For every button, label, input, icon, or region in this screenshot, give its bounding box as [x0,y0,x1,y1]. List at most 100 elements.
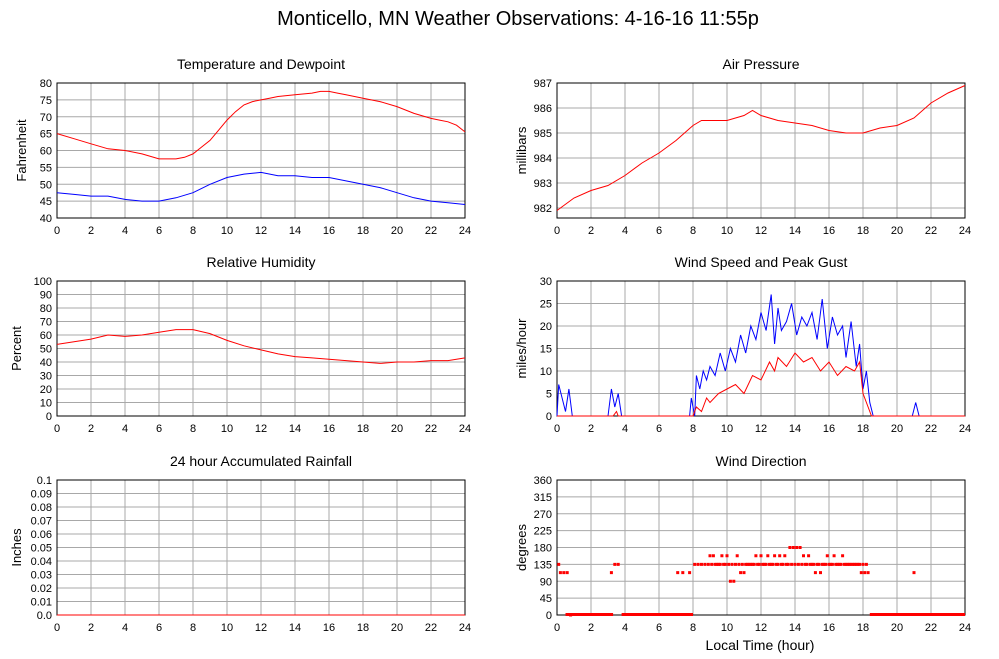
data-point [822,562,826,566]
y-tick-label: 55 [40,162,52,174]
data-point [706,562,710,566]
y-tick-label: 0.08 [31,502,52,514]
data-point [774,562,778,566]
data-point [819,571,822,575]
data-point [783,554,787,558]
chart-title: Relative Humidity [207,254,316,270]
y-tick-label: 10 [540,366,552,378]
x-tick-label: 0 [54,622,60,634]
y-tick-label: 0.0 [37,610,52,622]
x-tick-label: 24 [959,622,971,634]
data-point [722,562,726,566]
data-point [842,562,846,566]
data-point [737,562,741,566]
x-tick-label: 12 [255,622,267,634]
x-tick-label: 10 [221,423,233,435]
y-tick-label: 20 [40,384,52,396]
data-point [795,546,799,549]
y-tick-label: 360 [534,475,552,487]
data-point [747,562,751,566]
x-tick-label: 0 [54,225,60,237]
x-tick-label: 14 [789,225,801,237]
y-tick-label: 25 [540,299,552,311]
data-point [836,562,839,566]
data-point [773,554,777,558]
series-line-red [556,85,966,211]
y-axis-label: millibars [514,126,529,174]
series-line-red [56,90,466,160]
x-tick-label: 6 [656,423,662,435]
x-tick-label: 8 [190,225,196,237]
y-tick-label: 60 [40,330,52,342]
x-tick-label: 0 [554,622,560,634]
x-tick-label: 8 [190,622,196,634]
x-tick-label: 14 [289,225,301,237]
y-tick-label: 40 [40,213,52,225]
data-point [720,554,724,558]
data-point [844,562,848,566]
x-tick-label: 8 [690,622,696,634]
data-point [824,562,828,566]
y-tick-label: 0.03 [31,570,52,582]
x-tick-label: 18 [857,225,869,237]
x-tick-label: 16 [323,423,335,435]
x-tick-label: 18 [357,622,369,634]
data-point [813,571,817,575]
data-point [676,571,680,575]
data-point [858,562,862,566]
x-tick-label: 12 [755,225,767,237]
y-tick-label: 986 [534,103,552,115]
data-point [825,554,829,558]
y-axis-label: Percent [9,326,24,371]
series-line-blue [56,171,466,205]
y-tick-label: 987 [534,78,552,90]
y-tick-label: 20 [540,321,552,333]
y-tick-label: 50 [40,179,52,191]
y-tick-label: 15 [540,344,552,356]
x-tick-label: 22 [925,423,937,435]
x-tick-label: 6 [156,423,162,435]
data-point [609,571,613,575]
data-point [832,554,836,558]
data-point [688,571,692,575]
data-point [827,562,831,566]
x-tick-label: 24 [459,622,471,634]
data-point [912,571,916,575]
y-tick-label: 135 [534,559,552,571]
x-tick-label: 18 [357,423,369,435]
data-point [815,562,819,566]
y-axis-label: degrees [514,524,529,571]
data-point [810,562,814,566]
x-tick-label: 24 [459,423,471,435]
x-tick-label: 8 [690,225,696,237]
data-point [739,571,743,575]
x-tick-label: 20 [891,225,903,237]
data-point [613,562,617,566]
x-tick-label: 2 [88,225,94,237]
data-point [766,554,770,558]
data-point [808,562,812,566]
y-tick-label: 0.05 [31,543,52,555]
data-point [715,562,719,566]
x-tick-label: 16 [323,622,335,634]
data-point [723,562,727,566]
data-point [839,562,843,566]
data-point [791,546,795,549]
y-tick-label: 0 [546,610,552,622]
data-point [830,562,834,566]
y-tick-label: 0 [46,411,52,423]
y-tick-label: 180 [534,543,552,555]
data-point [740,562,744,566]
x-tick-label: 0 [554,225,560,237]
x-tick-label: 0 [554,423,560,435]
data-point [803,562,807,566]
x-tick-label: 6 [156,225,162,237]
chart-title: 24 hour Accumulated Rainfall [170,453,352,469]
x-tick-label: 14 [289,423,301,435]
data-point [744,562,748,566]
x-tick-label: 10 [721,225,733,237]
data-point [786,562,790,566]
x-tick-label: 12 [755,622,767,634]
data-point [710,562,714,566]
